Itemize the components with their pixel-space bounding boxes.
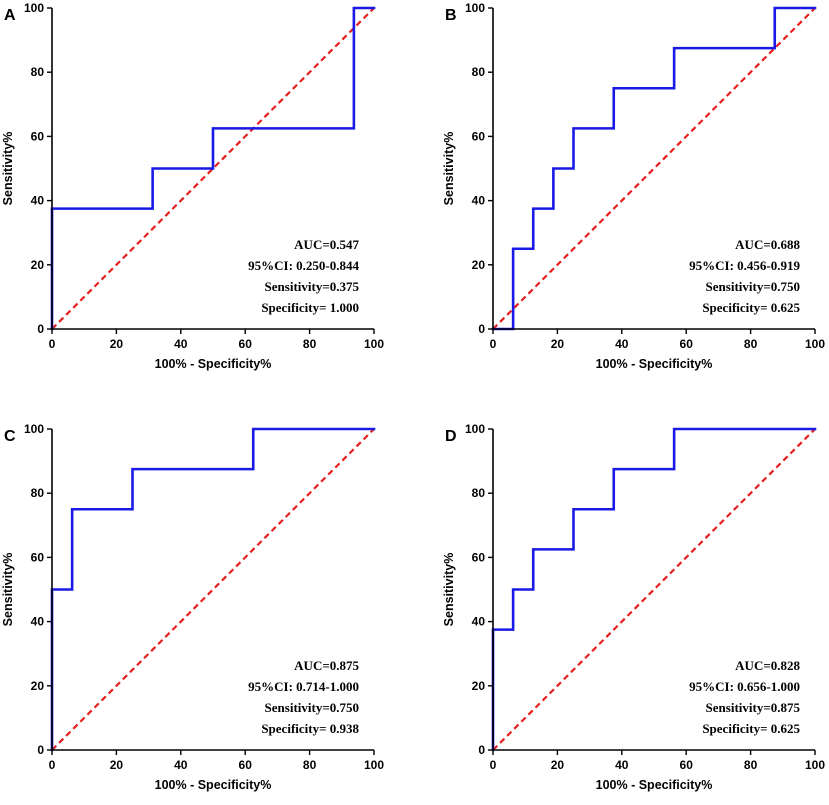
y-tick-label: 0 bbox=[37, 322, 44, 336]
specificity-annotation: Specificity= 0.625 bbox=[702, 300, 800, 315]
sensitivity-annotation: Sensitivity=0.750 bbox=[706, 279, 800, 294]
roc-panel-c: C 0 20 40 60 80 100 0 20 40 60 80 100 100% - Specific… bbox=[1, 422, 384, 792]
reference-diagonal-line bbox=[51, 7, 375, 330]
roc-panel-d: D 0 20 40 60 80 100 0 20 40 60 80 100 100% - Specific… bbox=[442, 422, 825, 792]
x-tick-label: 40 bbox=[615, 337, 629, 351]
y-tick-label: 60 bbox=[31, 129, 45, 143]
specificity-annotation: Specificity= 0.625 bbox=[702, 721, 800, 736]
panel-letter: A bbox=[4, 7, 16, 24]
reference-diagonal-line bbox=[492, 428, 816, 751]
reference-diagonal-line bbox=[492, 7, 816, 330]
y-tick-label: 20 bbox=[31, 258, 45, 272]
y-tick-label: 40 bbox=[472, 194, 486, 208]
y-tick-label: 80 bbox=[472, 65, 486, 79]
roc-curve-line bbox=[491, 6, 817, 331]
auc-annotation: AUC=0.688 bbox=[735, 237, 800, 252]
y-tick-label: 20 bbox=[472, 258, 486, 272]
y-tick-label: 0 bbox=[478, 743, 485, 757]
y-tick-label: 0 bbox=[478, 322, 485, 336]
sensitivity-annotation: Sensitivity=0.875 bbox=[706, 700, 801, 715]
x-axis-title: 100% - Specificity% bbox=[596, 778, 713, 792]
x-tick-label: 80 bbox=[744, 337, 758, 351]
panel-letter: B bbox=[445, 7, 457, 24]
x-tick-label: 100 bbox=[805, 337, 825, 351]
y-tick-label: 60 bbox=[31, 550, 45, 564]
y-tick-label: 20 bbox=[472, 679, 486, 693]
x-axis-title: 100% - Specificity% bbox=[155, 357, 272, 371]
x-tick-label: 60 bbox=[239, 758, 253, 772]
y-tick-label: 80 bbox=[31, 486, 45, 500]
x-tick-label: 20 bbox=[551, 337, 565, 351]
auc-annotation: AUC=0.547 bbox=[294, 237, 359, 252]
x-tick-label: 80 bbox=[744, 758, 758, 772]
panel-letter: C bbox=[4, 428, 16, 445]
x-tick-label: 60 bbox=[680, 337, 694, 351]
y-tick-label: 40 bbox=[472, 615, 486, 629]
x-tick-label: 20 bbox=[110, 337, 124, 351]
ci-annotation: 95%CI: 0.656-1.000 bbox=[689, 679, 800, 694]
roc-curve-line bbox=[50, 6, 376, 331]
x-tick-label: 40 bbox=[174, 758, 188, 772]
roc-panel-a: A 0 20 40 60 80 100 0 20 40 60 80 100 100% - Specific… bbox=[1, 1, 384, 371]
y-tick-label: 40 bbox=[31, 615, 45, 629]
y-tick-label: 100 bbox=[24, 422, 44, 436]
x-tick-label: 80 bbox=[303, 337, 317, 351]
y-tick-label: 40 bbox=[31, 194, 45, 208]
reference-diagonal-line bbox=[51, 428, 375, 751]
specificity-annotation: Specificity= 0.938 bbox=[261, 721, 359, 736]
roc-curve-line bbox=[50, 427, 376, 752]
ci-annotation: 95%CI: 0.714-1.000 bbox=[248, 679, 359, 694]
ci-annotation: 95%CI: 0.456-0.919 bbox=[689, 258, 800, 273]
auc-annotation: AUC=0.828 bbox=[735, 658, 800, 673]
x-tick-label: 60 bbox=[239, 337, 253, 351]
x-tick-label: 0 bbox=[49, 758, 56, 772]
y-axis-title: Sensitivity% bbox=[1, 132, 15, 206]
x-tick-label: 80 bbox=[303, 758, 317, 772]
y-tick-label: 100 bbox=[465, 422, 485, 436]
x-tick-label: 0 bbox=[49, 337, 56, 351]
y-tick-label: 60 bbox=[472, 550, 486, 564]
y-tick-label: 0 bbox=[37, 743, 44, 757]
ci-annotation: 95%CI: 0.250-0.844 bbox=[248, 258, 359, 273]
auc-annotation: AUC=0.875 bbox=[294, 658, 359, 673]
x-axis-title: 100% - Specificity% bbox=[155, 778, 272, 792]
x-tick-label: 40 bbox=[615, 758, 629, 772]
y-tick-label: 80 bbox=[472, 486, 486, 500]
y-tick-label: 100 bbox=[24, 1, 44, 15]
y-axis-title: Sensitivity% bbox=[1, 553, 15, 627]
x-tick-label: 0 bbox=[490, 337, 497, 351]
y-tick-label: 80 bbox=[31, 65, 45, 79]
y-tick-label: 100 bbox=[465, 1, 485, 15]
panel-letter: D bbox=[445, 428, 457, 445]
x-tick-label: 20 bbox=[551, 758, 565, 772]
x-axis-title: 100% - Specificity% bbox=[596, 357, 713, 371]
y-tick-label: 20 bbox=[31, 679, 45, 693]
y-axis-title: Sensitivity% bbox=[442, 553, 456, 627]
x-tick-label: 40 bbox=[174, 337, 188, 351]
x-tick-label: 0 bbox=[490, 758, 497, 772]
x-tick-label: 20 bbox=[110, 758, 124, 772]
roc-panel-b: B 0 20 40 60 80 100 0 20 40 60 80 100 100% - Specific… bbox=[442, 1, 825, 371]
specificity-annotation: Specificity= 1.000 bbox=[261, 300, 359, 315]
y-tick-label: 60 bbox=[472, 129, 486, 143]
roc-curve-line bbox=[491, 427, 817, 752]
y-axis-title: Sensitivity% bbox=[442, 132, 456, 206]
x-tick-label: 100 bbox=[805, 758, 825, 772]
sensitivity-annotation: Sensitivity=0.375 bbox=[265, 279, 360, 294]
x-tick-label: 100 bbox=[364, 758, 384, 772]
sensitivity-annotation: Sensitivity=0.750 bbox=[265, 700, 359, 715]
x-tick-label: 100 bbox=[364, 337, 384, 351]
x-tick-label: 60 bbox=[680, 758, 694, 772]
